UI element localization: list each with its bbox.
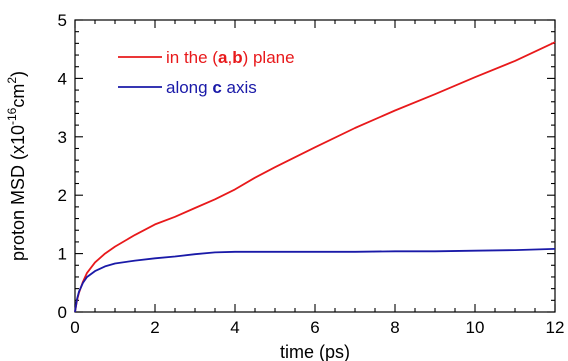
legend-in-plane-bold-b: b <box>232 48 242 67</box>
x-axis-title: time (ps) <box>280 342 350 361</box>
y-tick-label: 4 <box>58 69 67 88</box>
x-tick-label: 10 <box>466 318 485 337</box>
x-tick-label: 4 <box>230 318 239 337</box>
y-tick-label: 5 <box>58 11 67 30</box>
series-line-0 <box>74 41 556 313</box>
y-axis-title-mid: cm <box>8 84 28 108</box>
y-tick-label: 1 <box>58 245 67 264</box>
axis-ticks <box>74 19 556 313</box>
legend-c-axis-pre: along <box>166 78 212 97</box>
x-tick-label: 8 <box>390 318 399 337</box>
y-tick-labels: 0 1 2 3 4 5 <box>58 11 67 322</box>
series-lines <box>74 41 556 313</box>
y-axis-title: proton MSD (x10-16cm2) <box>5 71 28 261</box>
legend-in-plane-bold-a: a <box>218 48 228 67</box>
y-tick-label: 3 <box>58 128 67 147</box>
series-line-1 <box>74 248 556 313</box>
x-tick-label: 2 <box>150 318 159 337</box>
y-tick-label: 2 <box>58 186 67 205</box>
legend-label-in-plane: in the (a,b) plane <box>166 48 295 67</box>
x-tick-label: 12 <box>546 318 565 337</box>
legend-in-plane-post: ) plane <box>243 48 295 67</box>
y-axis-title-suffix: ) <box>8 71 28 77</box>
legend-in-plane-mid: , <box>227 48 232 67</box>
legend-c-axis-bold-c: c <box>212 78 221 97</box>
y-axis-title-exp1: -16 <box>5 107 19 125</box>
x-tick-labels: 0 2 4 6 8 10 12 <box>70 318 564 337</box>
x-tick-label: 6 <box>310 318 319 337</box>
legend-label-c-axis: along c axis <box>166 78 257 97</box>
y-axis-title-exp2: 2 <box>5 77 19 84</box>
y-axis-title-prefix: proton MSD (x10 <box>8 125 28 261</box>
legend-c-axis-post: axis <box>222 78 257 97</box>
y-tick-label: 0 <box>58 303 67 322</box>
x-tick-label: 0 <box>70 318 79 337</box>
plot-frame <box>74 19 556 313</box>
legend-in-plane-pre: in the ( <box>166 48 218 67</box>
legend: in the (a,b) plane along c axis <box>118 48 295 97</box>
